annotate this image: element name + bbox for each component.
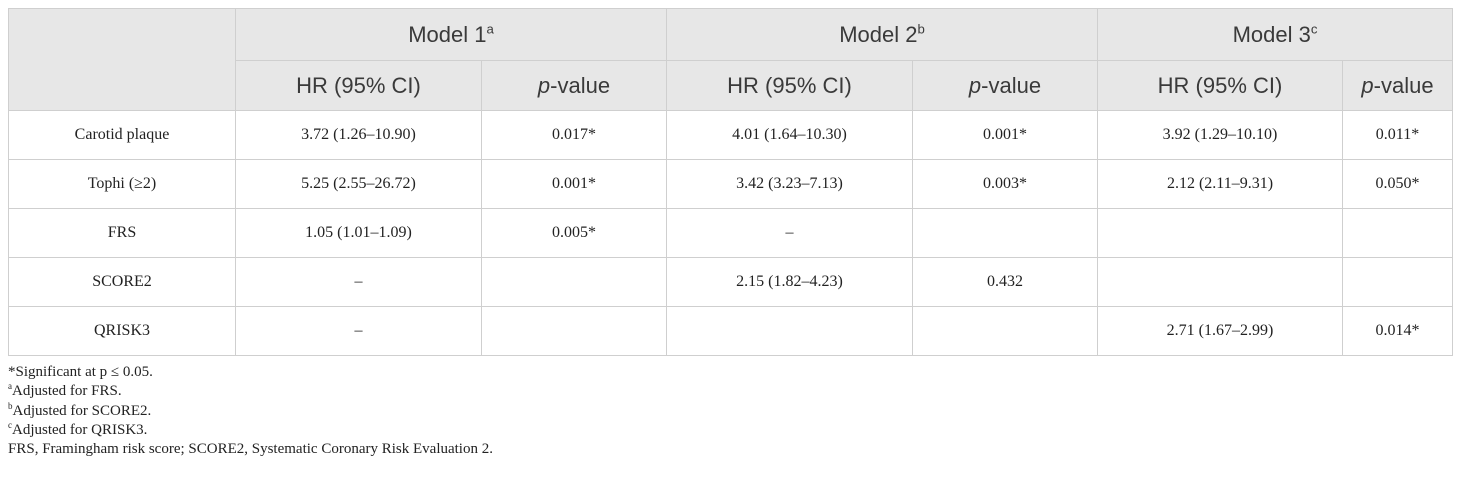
subheader-text: -value (1373, 72, 1434, 98)
table-row: FRS 1.05 (1.01–1.09) 0.005* – (8, 208, 1453, 258)
cell: – (666, 208, 913, 258)
results-table: Model 1a Model 2b Model 3c HR (95% CI) p-va… (8, 8, 1453, 356)
cell (1097, 208, 1343, 258)
subheader: p-value (912, 60, 1098, 111)
cell: 5.25 (2.55–26.72) (235, 159, 482, 209)
cell: 3.72 (1.26–10.90) (235, 110, 482, 160)
cell (1342, 208, 1453, 258)
model-note: a (486, 21, 494, 37)
subheader-row: HR (95% CI) p-value HR (95% CI) p-value HR (… (9, 60, 1453, 111)
cell (481, 257, 667, 307)
footnote-text: Adjusted for FRS. (12, 383, 122, 400)
footnote: *Significant at p ≤ 0.05. (8, 363, 493, 382)
corner-cell (8, 8, 236, 111)
row-label: FRS (8, 208, 236, 258)
cell (1097, 257, 1343, 307)
footnote: bAdjusted for SCORE2. (8, 400, 493, 421)
subheader: HR (95% CI) (235, 60, 482, 111)
model-header: Model 2b (666, 8, 1098, 61)
cell (666, 306, 913, 356)
model-label: Model 3 (1232, 21, 1311, 47)
model-label: Model 2 (839, 21, 918, 47)
footnote-text: FRS, Framingham risk score; SCORE2, Syst… (8, 441, 493, 458)
subheader: p-value (481, 60, 667, 111)
cell: 0.003* (912, 159, 1098, 209)
subheader-text: -value (550, 72, 611, 98)
footnote-text: Adjusted for SCORE2. (12, 402, 152, 419)
row-label: SCORE2 (8, 257, 236, 307)
subheader: HR (95% CI) (666, 60, 913, 111)
cell (1342, 257, 1453, 307)
cell: 0.050* (1342, 159, 1453, 209)
footnote-mark: a (8, 381, 12, 392)
footnote: FRS, Framingham risk score; SCORE2, Syst… (8, 440, 493, 459)
cell (912, 306, 1098, 356)
footnote-text: Adjusted for QRISK3. (12, 421, 148, 438)
cell: 0.014* (1342, 306, 1453, 356)
model-note: c (1310, 21, 1318, 37)
cell: 0.432 (912, 257, 1098, 307)
subheader-italic: p (1361, 72, 1374, 98)
footnotes: *Significant at p ≤ 0.05. aAdjusted for F… (8, 363, 493, 459)
cell: – (235, 257, 482, 307)
cell: 0.011* (1342, 110, 1453, 160)
model-label: Model 1 (408, 21, 487, 47)
cell: – (235, 306, 482, 356)
header-row: Model 1a Model 2b Model 3c (8, 8, 1453, 111)
footnote: aAdjusted for FRS. (8, 382, 493, 401)
cell: 2.15 (1.82–4.23) (666, 257, 913, 307)
subheader: HR (95% CI) (1097, 60, 1343, 111)
subheader-text: -value (981, 72, 1042, 98)
footnote-mark: b (8, 400, 13, 411)
row-label: Tophi (≥2) (8, 159, 236, 209)
cell (912, 208, 1098, 258)
cell: 2.12 (2.11–9.31) (1097, 159, 1343, 209)
table-row: SCORE2– 2.15 (1.82–4.23) 0.432 (8, 257, 1453, 307)
cell: 0.001* (912, 110, 1098, 160)
footnote: cAdjusted for QRISK3. (8, 419, 493, 440)
table-row: QRISK3– 2.71 (1.67–2.99) 0.014* (8, 306, 1453, 356)
cell: 4.01 (1.64–10.30) (666, 110, 913, 160)
cell: 0.001* (481, 159, 667, 209)
footnote-text: *Significant at p ≤ 0.05. (8, 364, 153, 380)
subheader: p-value (1342, 60, 1453, 111)
cell: 3.42 (3.23–7.13) (666, 159, 913, 209)
row-label: QRISK3 (8, 306, 236, 356)
cell: 2.71 (1.67–2.99) (1097, 306, 1343, 356)
footnote-mark: c (8, 419, 12, 430)
subheader-italic: p (537, 72, 551, 98)
cell: 1.05 (1.01–1.09) (235, 208, 482, 258)
table-row: Carotid plaque 3.72 (1.26–10.90) 0.017* 4.0… (8, 110, 1453, 160)
subheader-italic: p (968, 72, 982, 98)
model-header: Model 1a (235, 8, 667, 61)
cell: 0.005* (481, 208, 667, 258)
row-label: Carotid plaque (8, 110, 236, 160)
cell (481, 306, 667, 356)
model-header: Model 3c (1097, 8, 1453, 61)
table-row: Tophi (≥2) 5.25 (2.55–26.72) 0.001* 3.42 (3… (8, 159, 1453, 209)
cell: 3.92 (1.29–10.10) (1097, 110, 1343, 160)
model-note: b (917, 21, 925, 37)
cell: 0.017* (481, 110, 667, 160)
table-body: Carotid plaque 3.72 (1.26–10.90) 0.017* 4.0… (8, 110, 1453, 356)
